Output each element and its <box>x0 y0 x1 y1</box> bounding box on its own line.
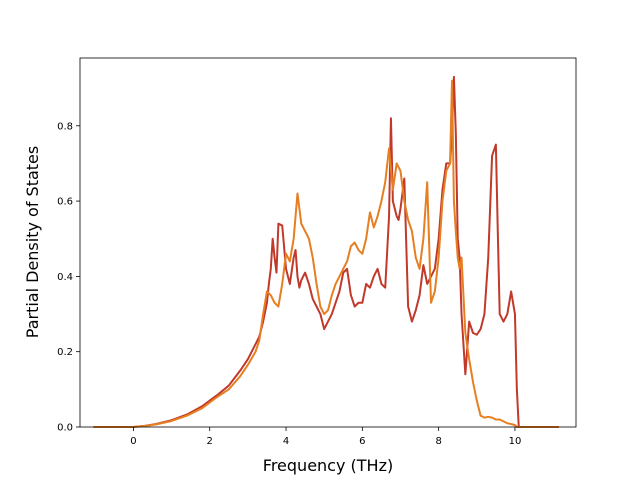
x-tick-label: 4 <box>283 436 289 447</box>
series-line-1 <box>93 75 559 428</box>
series-line-2 <box>93 79 559 428</box>
y-tick-label: 0.6 <box>57 197 73 208</box>
x-tick-label: 8 <box>435 436 441 447</box>
y-tick-label: 0.2 <box>57 347 73 358</box>
x-tick-label: 6 <box>359 436 365 447</box>
series-layer <box>93 75 559 428</box>
plot-frame <box>79 57 577 428</box>
y-axis-label: Partial Density of States <box>23 146 42 338</box>
y-tick-label: 0.4 <box>57 272 73 283</box>
x-tick-label: 2 <box>207 436 213 447</box>
tick-layer: 0 2 4 6 8 10 0.0 0.2 0.4 0.6 0.8 <box>57 121 521 447</box>
x-axis-label: Frequency (THz) <box>263 456 393 475</box>
y-tick-label: 0.0 <box>57 423 73 434</box>
x-tick-label: 0 <box>130 436 136 447</box>
x-tick-label: 10 <box>509 436 522 447</box>
y-tick-label: 0.8 <box>57 121 73 132</box>
